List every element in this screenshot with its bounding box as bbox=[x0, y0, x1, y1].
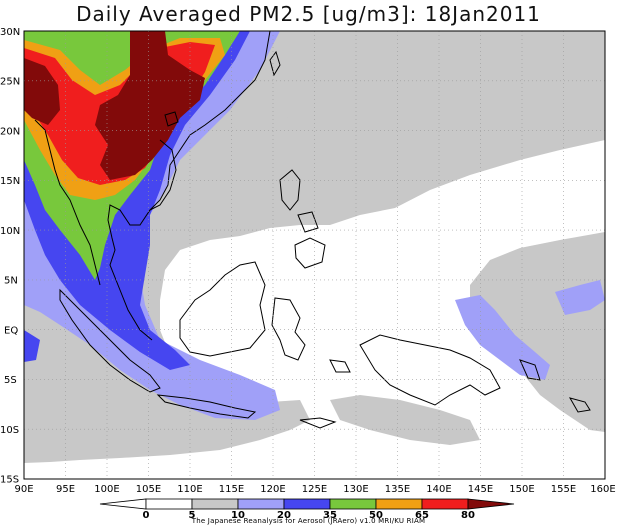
coastlines bbox=[34, 31, 591, 429]
pm25-level-darkred bbox=[95, 31, 205, 180]
lat-label: 30N bbox=[0, 27, 20, 38]
lat-label: 10N bbox=[0, 226, 20, 237]
lat-label: 15N bbox=[0, 176, 20, 187]
coastline-islands-east bbox=[329, 359, 591, 413]
colorbar-segment bbox=[375, 498, 423, 510]
coastline-hainan bbox=[164, 111, 179, 127]
map-title: Daily Averaged PM2.5 [ug/m3]: 18Jan2011 bbox=[76, 2, 541, 26]
colorbar-label: 20 bbox=[277, 510, 291, 521]
lat-label: 15S bbox=[0, 475, 19, 486]
colorbar-segment bbox=[329, 498, 377, 510]
coastline-sulawesi bbox=[271, 297, 306, 361]
colorbar: 0 5 10 20 35 50 65 80 bbox=[99, 498, 515, 521]
coastline-taiwan bbox=[269, 50, 281, 77]
lon-label: 160E bbox=[590, 484, 615, 495]
pm25-level-gray bbox=[470, 232, 605, 432]
lat-axis: 30N 25N 20N 15N 10N 5N EQ 5S 10S 15S bbox=[0, 27, 20, 486]
lon-label: 115E bbox=[219, 484, 244, 495]
coastline-sumatra bbox=[59, 288, 161, 393]
pm25-level-gray bbox=[230, 42, 430, 135]
lon-label: 135E bbox=[385, 484, 410, 495]
coastline-new-guinea bbox=[359, 334, 501, 406]
lon-label: 95E bbox=[56, 484, 75, 495]
lon-axis: 90E 95E 100E 105E 110E 115E 120E 125E 13… bbox=[14, 484, 615, 495]
coastline-java bbox=[156, 394, 257, 419]
lat-label: 5S bbox=[4, 375, 17, 386]
lon-label: 100E bbox=[94, 484, 119, 495]
coastline-philippines-mindanao bbox=[294, 237, 326, 269]
lon-label: 110E bbox=[177, 484, 202, 495]
lat-label: 25N bbox=[0, 77, 20, 88]
colorbar-segment bbox=[145, 498, 193, 510]
pm25-level-darkred bbox=[24, 58, 60, 125]
lon-label: 150E bbox=[509, 484, 534, 495]
lon-label: 125E bbox=[302, 484, 327, 495]
colorbar-label: 10 bbox=[231, 510, 245, 521]
colorbar-label: 0 bbox=[143, 510, 150, 521]
lat-label: 10S bbox=[0, 425, 19, 436]
pm25-level-gray bbox=[330, 395, 480, 445]
lon-label: 145E bbox=[468, 484, 493, 495]
lon-label: 120E bbox=[260, 484, 285, 495]
colorbar-label: 80 bbox=[461, 510, 475, 521]
pm25-level-blue bbox=[24, 330, 40, 362]
map-frame bbox=[23, 30, 606, 480]
colorbar-label: 35 bbox=[323, 510, 337, 521]
map-grid bbox=[24, 31, 605, 479]
colorbar-segment bbox=[191, 498, 239, 510]
coastline-borneo bbox=[179, 261, 266, 357]
coastline-philippines-visayas bbox=[297, 211, 319, 233]
colorbar-label: 65 bbox=[415, 510, 429, 521]
colorbar-segment bbox=[421, 498, 469, 510]
colorbar-segment bbox=[237, 498, 285, 510]
colorbar-label: 5 bbox=[189, 510, 196, 521]
coastline-mainland-asia bbox=[107, 31, 271, 341]
colorbar-segment bbox=[283, 498, 331, 510]
lon-label: 105E bbox=[136, 484, 161, 495]
lat-label: EQ bbox=[4, 325, 18, 336]
lat-label: 5N bbox=[4, 276, 18, 287]
lon-label: 140E bbox=[426, 484, 451, 495]
pm25-level-lightblue bbox=[555, 280, 605, 315]
lon-label: 90E bbox=[14, 484, 33, 495]
coastline-philippines-luzon bbox=[279, 169, 301, 211]
colorbar-right-arrow bbox=[467, 498, 515, 510]
coastline-timor bbox=[299, 417, 337, 429]
colorbar-label: 50 bbox=[369, 510, 383, 521]
lon-label: 155E bbox=[551, 484, 576, 495]
pm25-field bbox=[24, 31, 605, 463]
colorbar-left-arrow bbox=[99, 498, 147, 510]
lon-label: 130E bbox=[343, 484, 368, 495]
credit-line: The Japanese Reanalysis for Aerosol (JRA… bbox=[191, 517, 426, 525]
lat-label: 20N bbox=[0, 126, 20, 137]
pm25-level-lightblue bbox=[455, 295, 550, 380]
coastline-burma bbox=[34, 119, 101, 286]
